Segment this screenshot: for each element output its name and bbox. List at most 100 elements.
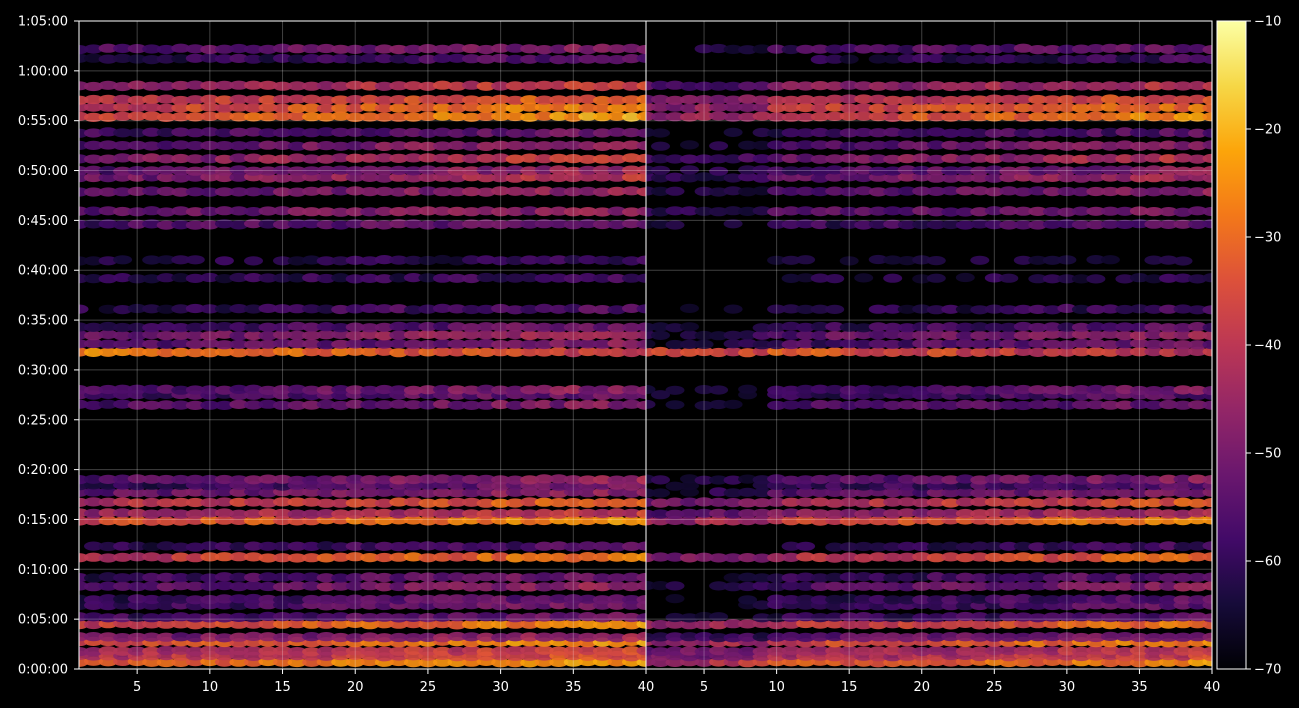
heatmap-cell (229, 632, 249, 642)
heatmap-cell (258, 399, 278, 409)
heatmap-cell (142, 219, 162, 229)
heatmap-cell (302, 487, 322, 497)
heatmap-cell (403, 594, 423, 604)
heatmap-cell (476, 95, 496, 105)
heatmap-cell (462, 95, 481, 105)
heatmap-cell (331, 612, 351, 622)
heatmap-cell (491, 572, 511, 583)
heatmap-cell (389, 613, 409, 623)
heatmap-cell (316, 54, 336, 64)
heatmap-cell (462, 44, 481, 54)
heatmap-cell (1202, 508, 1212, 518)
heatmap-cell (810, 304, 830, 314)
heatmap-cell (244, 619, 263, 629)
heatmap-cell (403, 474, 423, 485)
heatmap-cell (374, 141, 394, 151)
heatmap-cell (200, 552, 220, 562)
heatmap-cell (607, 255, 627, 266)
heatmap-cell (113, 94, 133, 104)
heatmap-cell (418, 206, 438, 216)
heatmap-cell (607, 165, 627, 175)
heatmap-cell (142, 347, 162, 357)
heatmap-cell (549, 346, 569, 357)
heatmap-cell (1173, 330, 1193, 340)
heatmap-cell (622, 207, 641, 217)
heatmap-cell (345, 153, 365, 163)
heatmap-cell (549, 481, 569, 491)
heatmap-cell (1100, 219, 1120, 229)
heatmap-cell (156, 645, 176, 656)
heatmap-cell (549, 399, 569, 409)
heatmap-cell (854, 127, 874, 138)
heatmap-cell (316, 340, 336, 350)
heatmap-cell (142, 497, 162, 508)
heatmap-cell (636, 94, 646, 104)
heatmap-cell (549, 273, 569, 283)
heatmap-cell (534, 339, 554, 350)
heatmap-cell (970, 153, 990, 163)
heatmap-cell (374, 220, 394, 230)
heatmap-cell (1129, 552, 1149, 562)
heatmap-cell (622, 633, 641, 643)
heatmap-cell (1042, 553, 1062, 563)
heatmap-cell (98, 274, 118, 284)
heatmap-cell (418, 620, 438, 630)
heatmap-cell (171, 273, 191, 283)
heatmap-cell (796, 330, 816, 340)
heatmap-cell (229, 102, 249, 112)
heatmap-cell (142, 572, 162, 583)
heatmap-cell (360, 553, 380, 563)
heatmap-cell (185, 322, 205, 332)
heatmap-cell (389, 273, 409, 283)
heatmap-cell (549, 632, 569, 642)
heatmap-cell (1028, 173, 1048, 183)
heatmap-cell (1013, 400, 1033, 411)
heatmap-cell (694, 508, 714, 518)
heatmap-cell (752, 475, 772, 485)
heatmap-cell (1129, 385, 1149, 396)
heatmap-cell (1115, 620, 1135, 630)
heatmap-cell (331, 488, 351, 498)
heatmap-cell (302, 322, 322, 332)
heatmap-cell (171, 166, 191, 176)
heatmap-cell (1202, 552, 1212, 562)
heatmap-cell (316, 220, 336, 230)
heatmap-cell (1057, 95, 1077, 105)
heatmap-cell (549, 541, 569, 551)
heatmap-cell (607, 633, 627, 643)
heatmap-cell (883, 54, 903, 64)
heatmap-cell (331, 646, 351, 656)
heatmap-cell (505, 305, 525, 315)
heatmap-cell (723, 488, 743, 498)
heatmap-cell (505, 553, 525, 563)
heatmap-cell (534, 515, 554, 526)
heatmap-cell (970, 620, 990, 630)
heatmap-cell (142, 323, 162, 333)
heatmap-cell (868, 582, 888, 592)
heatmap-cell (156, 612, 176, 622)
heatmap-cell (1159, 581, 1178, 591)
heatmap-cell (185, 207, 205, 217)
heatmap-cell (825, 581, 845, 591)
heatmap-cell (360, 81, 380, 91)
heatmap-cell (970, 128, 990, 138)
heatmap-cell (1115, 219, 1135, 229)
heatmap-cell (433, 488, 452, 498)
heatmap-cell (1100, 553, 1120, 563)
heatmap-cell (1013, 346, 1033, 356)
heatmap-cell (1188, 632, 1207, 642)
heatmap-cell (622, 112, 641, 122)
heatmap-cell (534, 481, 554, 491)
heatmap-cell (185, 53, 205, 63)
heatmap-cell (796, 612, 816, 622)
heatmap-cell (897, 347, 917, 357)
heatmap-cell (1188, 657, 1207, 667)
heatmap-cell (810, 573, 830, 583)
heatmap-cell (418, 632, 438, 643)
heatmap-cell (331, 385, 351, 395)
heatmap-cell (767, 346, 787, 356)
heatmap-cell (214, 646, 234, 656)
heatmap-cell (127, 384, 147, 394)
heatmap-cell (1173, 347, 1193, 357)
heatmap-cell (646, 399, 656, 409)
